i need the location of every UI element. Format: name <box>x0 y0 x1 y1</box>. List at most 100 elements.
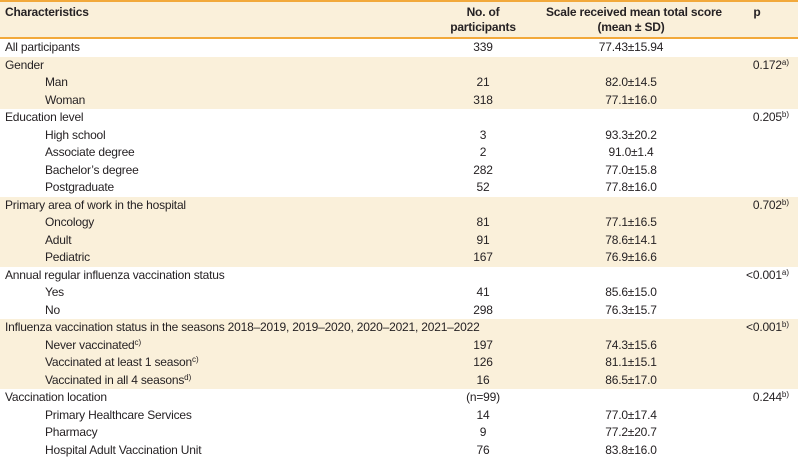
row-p-value <box>716 144 798 162</box>
header-characteristics: Characteristics <box>0 5 420 37</box>
row-label: Yes <box>0 284 420 302</box>
row-score-value: 77.1±16.0 <box>605 92 657 107</box>
row-participants-value: 197 <box>473 337 493 352</box>
table-row: Primary area of work in the hospital 0.7… <box>0 196 798 215</box>
table-row: Annual regular influenza vaccination sta… <box>0 266 798 285</box>
row-participants-value: 52 <box>476 180 490 194</box>
row-score-value: 77.8±16.0 <box>605 180 657 194</box>
row-participants-value: (n=99) <box>466 390 500 404</box>
row-p-text: 0.172 <box>752 57 782 72</box>
table-row: Gender 0.172a) <box>0 56 798 75</box>
row-label: Oncology <box>0 214 420 232</box>
row-score-value <box>546 389 716 407</box>
table-row: All participants 339 77.43±15.94 <box>0 39 798 57</box>
row-label-text: Postgraduate <box>45 180 114 194</box>
table-row: Hospital Adult Vaccination Unit 76 83.8±… <box>0 441 798 460</box>
row-participants-value <box>420 57 546 75</box>
row-participants-value: 167 <box>473 250 493 264</box>
row-score-value <box>546 57 716 75</box>
row-p-value <box>716 162 798 180</box>
row-label-text: Associate degree <box>45 145 135 159</box>
row-label: Pediatric <box>0 249 420 267</box>
row-label: Never vaccinatedc) <box>0 337 420 355</box>
row-label-text: Vaccinated in all 4 seasons <box>45 372 185 387</box>
row-score-value: 82.0±14.5 <box>605 75 657 89</box>
row-participants-value: 3 <box>479 127 487 142</box>
row-label-text: Primary area of work in the hospital <box>5 197 186 212</box>
table-row: Pediatric 167 76.9±16.6 <box>0 249 798 267</box>
row-score-value: 83.8±16.0 <box>605 442 657 457</box>
row-label-text: Vaccination location <box>5 390 107 404</box>
table-row: No 298 76.3±15.7 <box>0 301 798 320</box>
row-label-text: Vaccinated at least 1 season <box>45 355 192 369</box>
row-participants-value: 76 <box>476 442 490 457</box>
row-p-value <box>716 74 798 92</box>
row-score-value <box>546 267 716 285</box>
row-participants-value: 21 <box>476 75 490 89</box>
header-score-line2: (mean ± SD) <box>597 20 665 34</box>
row-label-text: Bachelor’s degree <box>45 162 139 177</box>
header-score-line1: Scale received mean total score <box>546 5 722 19</box>
row-score-value <box>546 319 716 337</box>
header-score: Scale received mean total score (mean ± … <box>546 5 722 37</box>
row-p-value: 0.205b) <box>716 109 798 127</box>
header-characteristics-label: Characteristics <box>5 5 89 19</box>
row-participants-value: 318 <box>473 92 493 107</box>
row-p-text: <0.001 <box>746 320 782 334</box>
row-label-text: Oncology <box>45 215 95 229</box>
row-score-value <box>546 109 716 127</box>
row-participants-value: 41 <box>476 285 490 299</box>
row-p-value <box>716 179 798 197</box>
row-label-text: Yes <box>45 285 64 299</box>
row-score-value: 76.9±16.6 <box>605 250 657 264</box>
row-p-superscript: a) <box>781 267 789 277</box>
row-p-value <box>716 39 798 57</box>
table-row: Vaccinated in all 4 seasonsd) 16 86.5±17… <box>0 371 798 390</box>
table-row: Yes 41 85.6±15.0 <box>0 284 798 302</box>
row-p-value: 0.172a) <box>716 57 798 75</box>
table-row: Man 21 82.0±14.5 <box>0 74 798 92</box>
row-label: Vaccinated at least 1 seasonc) <box>0 354 420 372</box>
header-participants-line1: No. of <box>466 5 500 19</box>
row-score-value: 77.1±16.5 <box>605 215 657 229</box>
row-label: Primary area of work in the hospital <box>0 197 420 215</box>
row-label-text: Gender <box>5 57 44 72</box>
row-p-superscript: b) <box>781 320 789 329</box>
row-p-text: 0.244 <box>752 390 782 404</box>
row-p-value <box>716 302 798 320</box>
row-label-text: Woman <box>45 92 86 107</box>
row-label-superscript: d) <box>184 372 192 382</box>
row-p-superscript: b) <box>781 390 789 399</box>
table-row: Education level 0.205b) <box>0 109 798 127</box>
row-label: Primary Healthcare Services <box>0 407 420 425</box>
row-label: Associate degree <box>0 144 420 162</box>
row-participants-value: 2 <box>479 145 487 159</box>
row-p-value <box>716 372 798 390</box>
row-p-text: <0.001 <box>746 267 782 282</box>
row-score-value: 77.0±17.4 <box>605 407 657 422</box>
table-row: Vaccinated at least 1 seasonc) 126 81.1±… <box>0 354 798 372</box>
row-p-value <box>716 92 798 110</box>
table-row: High school 3 93.3±20.2 <box>0 126 798 145</box>
row-participants-value <box>420 319 546 337</box>
row-label: Education level <box>0 109 420 127</box>
row-participants-value: 126 <box>473 355 493 369</box>
row-p-superscript: b) <box>781 110 789 119</box>
row-label: Adult <box>0 232 420 250</box>
row-p-value <box>716 354 798 372</box>
row-label-text: Primary Healthcare Services <box>45 407 192 422</box>
table-row: Adult 91 78.6±14.1 <box>0 231 798 250</box>
row-label: Hospital Adult Vaccination Unit <box>0 442 420 460</box>
row-score-value: 85.6±15.0 <box>605 285 657 299</box>
row-p-value <box>716 442 798 460</box>
row-label: Annual regular influenza vaccination sta… <box>0 267 420 285</box>
row-p-value <box>716 424 798 442</box>
row-label: High school <box>0 127 420 145</box>
row-score-value: 78.6±14.1 <box>605 232 657 247</box>
row-score-value: 74.3±15.6 <box>605 337 657 352</box>
row-participants-value: 282 <box>473 162 493 177</box>
row-p-value <box>716 284 798 302</box>
row-label-text: Influenza vaccination status in the seas… <box>5 320 480 334</box>
header-p-label: p <box>753 5 761 19</box>
row-p-value <box>716 337 798 355</box>
